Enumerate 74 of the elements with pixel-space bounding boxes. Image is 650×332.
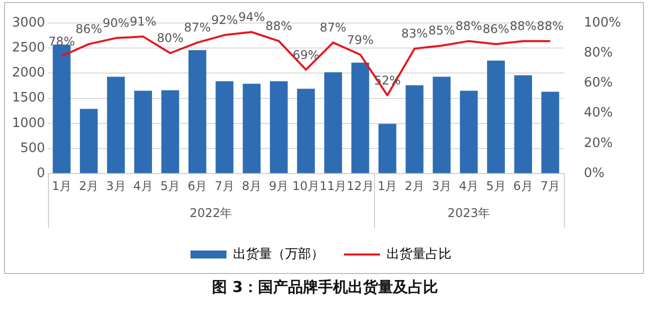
bar [378, 124, 396, 174]
x-tick-label: 7月 [214, 178, 234, 193]
text: 图 3：国产品牌手机出货量及占比 [211, 278, 439, 297]
y2-tick-label: 60% [584, 76, 613, 91]
y2-tick-label: 100% [584, 15, 622, 30]
y-tick-label: 1000 [12, 116, 46, 131]
y2-tick-label: 80% [584, 45, 613, 60]
x-tick-label: 6月 [513, 178, 533, 193]
x-tick-label: 9月 [268, 178, 289, 193]
x-tick-label: 1月 [378, 178, 398, 193]
bar [514, 75, 532, 174]
data-label: 78% [48, 34, 75, 48]
x-tick-label: 5月 [160, 178, 180, 193]
x-tick-label: 3月 [106, 178, 126, 193]
text: 2022年 [190, 206, 232, 220]
data-label: 85% [428, 24, 456, 38]
bar [107, 76, 125, 174]
y-tick-label: 3000 [12, 15, 46, 30]
bar [541, 92, 560, 174]
text: 2023年 [448, 206, 490, 220]
y2-tick-label: 0% [584, 166, 604, 181]
y-tick-label: 0 [36, 166, 46, 181]
y-tick-label: 500 [20, 140, 46, 156]
x-tick-label: 3月 [432, 178, 452, 193]
data-label: 87% [184, 20, 211, 35]
data-label: 91% [130, 14, 156, 29]
x-tick-label: 7月 [540, 178, 560, 193]
data-label: 87% [320, 20, 346, 35]
bar [80, 108, 98, 174]
x-tick-label: 10月 [292, 178, 320, 193]
x-tick-label: 12月 [346, 178, 374, 193]
data-label: 88% [536, 19, 564, 34]
x-tick-label: 4月 [459, 178, 479, 193]
data-label: 83% [401, 26, 428, 41]
data-label: 80% [156, 31, 184, 46]
legend-label: 出货量占比 [386, 246, 452, 262]
x-tick-label: 2月 [78, 178, 99, 193]
bar [242, 84, 261, 174]
y-tick-label: 1500 [12, 90, 46, 106]
bar [324, 72, 342, 174]
bar [270, 81, 288, 174]
bar [487, 60, 505, 174]
data-label: 86% [482, 22, 510, 36]
bar [52, 44, 71, 174]
data-label: 88% [455, 19, 482, 34]
data-label: 88% [510, 19, 536, 34]
data-label: 69% [292, 48, 320, 62]
x-tick-label: 6月 [188, 178, 208, 193]
x-tick-label: 5月 [486, 178, 506, 193]
data-label: 86% [75, 22, 102, 36]
bar [216, 81, 234, 174]
bar [351, 62, 370, 174]
data-label: 94% [238, 10, 266, 24]
bar [432, 76, 451, 174]
x-tick-label: 11月 [319, 178, 347, 193]
x-tick-label: 2月 [404, 178, 424, 193]
bar [406, 85, 424, 174]
data-label: 90% [102, 16, 130, 30]
data-label: 92% [211, 13, 238, 28]
bar [188, 50, 206, 174]
bar [297, 88, 315, 174]
y-tick-label: 2500 [12, 40, 46, 56]
bar [134, 90, 152, 174]
y-tick-label: 2000 [12, 66, 46, 81]
bar [460, 90, 478, 174]
y2-tick-label: 40% [584, 106, 613, 121]
x-tick-label: 1月 [52, 178, 72, 193]
x-tick-label: 4月 [133, 178, 153, 193]
bar [161, 90, 180, 174]
y2-tick-label: 20% [584, 136, 613, 151]
data-label: 79% [346, 32, 374, 47]
data-label: 88% [265, 19, 292, 34]
x-tick-label: 8月 [242, 178, 262, 193]
legend-label: 出货量（万部） [233, 246, 324, 262]
